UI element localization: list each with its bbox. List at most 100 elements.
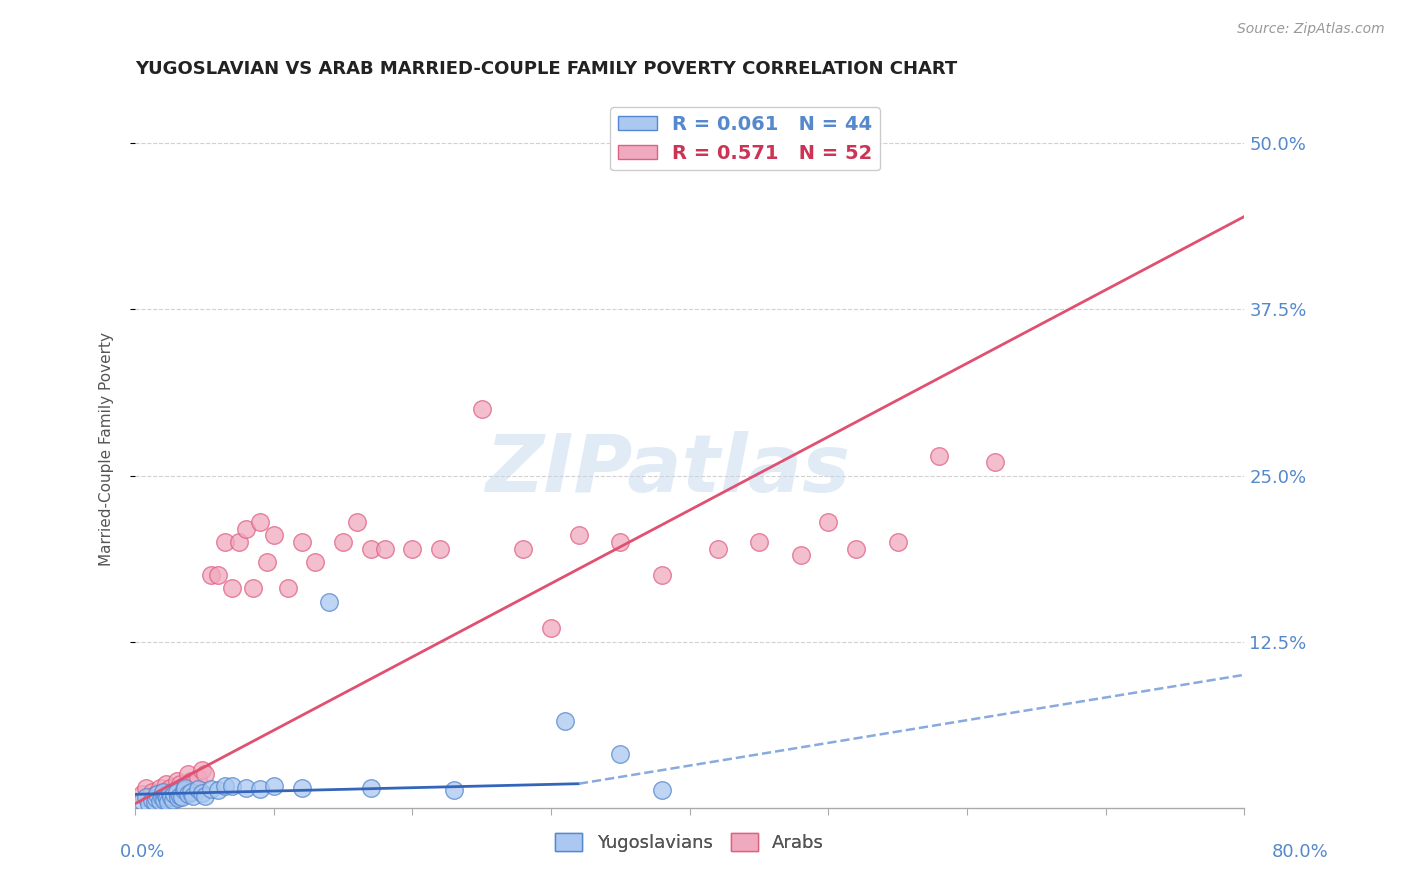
Point: [156, 791, 179, 805]
Point: [706, 541, 728, 556]
Point: [443, 783, 465, 797]
Point: [190, 764, 212, 778]
Point: [193, 767, 215, 781]
Point: [221, 780, 243, 794]
Point: [263, 780, 285, 794]
Point: [187, 782, 209, 797]
Point: [174, 780, 197, 795]
Point: [554, 714, 576, 729]
Point: [138, 797, 160, 811]
Point: [159, 780, 181, 795]
Point: [277, 582, 299, 596]
Text: 0.0%: 0.0%: [120, 843, 165, 861]
Point: [200, 782, 222, 797]
Point: [651, 783, 673, 797]
Point: [163, 788, 186, 802]
Point: [163, 785, 186, 799]
Point: [150, 789, 173, 804]
Point: [162, 792, 184, 806]
Y-axis label: Married-Couple Family Poverty: Married-Couple Family Poverty: [100, 332, 114, 566]
Point: [131, 794, 153, 808]
Point: [166, 785, 188, 799]
Point: [200, 568, 222, 582]
Point: [332, 535, 354, 549]
Point: [135, 780, 157, 795]
Point: [609, 747, 631, 762]
Point: [135, 789, 157, 804]
Legend: Yugoslavians, Arabs: Yugoslavians, Arabs: [548, 826, 831, 860]
Point: [928, 449, 950, 463]
Point: [155, 789, 177, 803]
Point: [540, 621, 562, 635]
Point: [214, 535, 236, 549]
Point: [166, 774, 188, 789]
Point: [790, 548, 813, 562]
Point: [172, 789, 194, 804]
Point: [228, 535, 250, 549]
Point: [155, 777, 177, 791]
Point: [290, 535, 312, 549]
Point: [471, 402, 494, 417]
Point: [817, 515, 839, 529]
Point: [169, 777, 191, 791]
Point: [149, 780, 172, 795]
Point: [235, 780, 257, 795]
Point: [187, 772, 209, 786]
Point: [609, 535, 631, 549]
Point: [256, 555, 278, 569]
Point: [512, 541, 534, 556]
Point: [131, 788, 153, 802]
Point: [152, 785, 174, 799]
Point: [318, 595, 340, 609]
Point: [177, 788, 200, 802]
Text: 80.0%: 80.0%: [1272, 843, 1329, 861]
Point: [157, 795, 180, 809]
Point: [214, 780, 236, 794]
Point: [180, 774, 202, 789]
Point: [141, 792, 163, 806]
Point: [263, 528, 285, 542]
Point: [153, 792, 176, 806]
Point: [290, 780, 312, 795]
Point: [146, 788, 169, 802]
Point: [149, 794, 172, 808]
Point: [249, 515, 271, 529]
Point: [145, 791, 167, 805]
Point: [242, 582, 264, 596]
Point: [651, 568, 673, 582]
Point: [984, 455, 1007, 469]
Point: [152, 785, 174, 799]
Point: [145, 788, 167, 802]
Point: [374, 541, 396, 556]
Point: [141, 785, 163, 799]
Point: [346, 515, 368, 529]
Point: [304, 555, 326, 569]
Point: [183, 777, 205, 791]
Point: [249, 782, 271, 797]
Text: Source: ZipAtlas.com: Source: ZipAtlas.com: [1237, 22, 1385, 37]
Point: [177, 767, 200, 781]
Point: [207, 568, 229, 582]
Point: [360, 541, 382, 556]
Point: [167, 791, 190, 805]
Text: YUGOSLAVIAN VS ARAB MARRIED-COUPLE FAMILY POVERTY CORRELATION CHART: YUGOSLAVIAN VS ARAB MARRIED-COUPLE FAMIL…: [135, 60, 957, 78]
Point: [207, 783, 229, 797]
Point: [568, 528, 591, 542]
Text: ZIPatlas: ZIPatlas: [485, 432, 851, 509]
Point: [180, 785, 202, 799]
Point: [169, 789, 191, 803]
Point: [138, 789, 160, 804]
Point: [235, 522, 257, 536]
Point: [845, 541, 868, 556]
Point: [173, 783, 195, 797]
Point: [173, 780, 195, 795]
Point: [190, 786, 212, 800]
Point: [160, 789, 183, 804]
Point: [887, 535, 910, 549]
Point: [159, 786, 181, 800]
Point: [193, 789, 215, 803]
Point: [221, 582, 243, 596]
Point: [401, 541, 423, 556]
Point: [429, 541, 451, 556]
Point: [183, 789, 205, 803]
